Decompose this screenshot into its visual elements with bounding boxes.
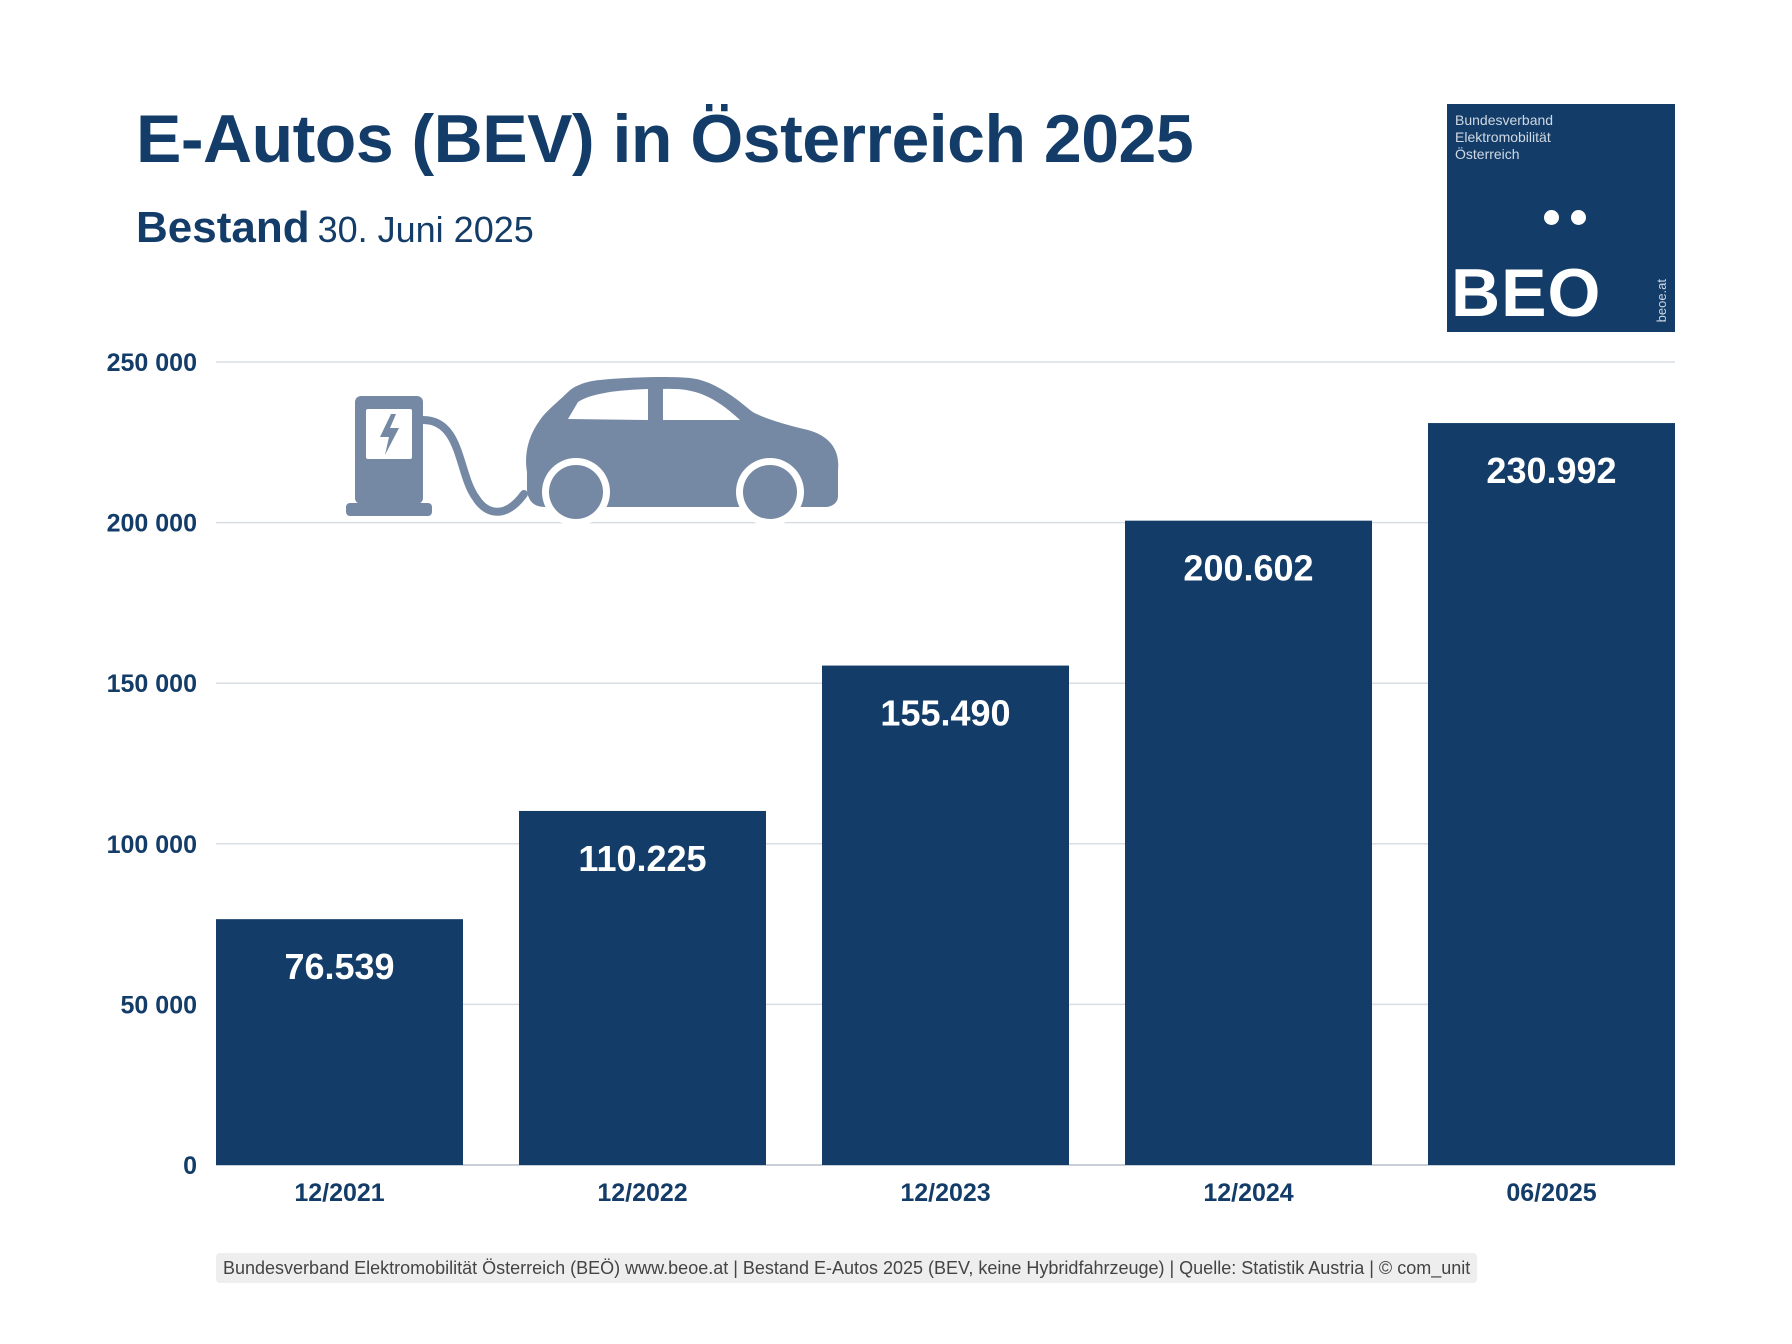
car-front-window [663, 388, 740, 420]
bar-12-2023 [822, 665, 1069, 1165]
logo-line-3: Österreich [1455, 146, 1520, 162]
footer-source: Bundesverband Elektromobilität Österreic… [216, 1253, 1478, 1283]
y-tick-label: 150 000 [107, 670, 197, 698]
charging-cable [419, 416, 528, 516]
x-axis: 12/2021 12/2022 12/2023 12/2024 06/2025 [294, 1179, 1596, 1207]
y-tick-label: 0 [183, 1152, 197, 1180]
data-labels: 76.539 110.225 155.490 200.602 230.992 [284, 450, 1616, 987]
car-front-wheel [743, 465, 797, 519]
logo-dot [1571, 210, 1586, 225]
bar-12-2024 [1125, 520, 1372, 1165]
car-rear-window [568, 389, 648, 420]
bar-12-2022 [519, 810, 766, 1165]
x-tick-label: 12/2022 [597, 1179, 687, 1207]
x-tick-label: 12/2024 [1203, 1179, 1293, 1207]
subtitle: Bestand 30. Juni 2025 [136, 203, 534, 253]
data-label: 200.602 [1183, 548, 1313, 589]
lightning-icon [380, 414, 399, 455]
logo-line-1: Bundesverband [1455, 112, 1554, 128]
logo-dot [1544, 210, 1559, 225]
bars [216, 423, 1675, 1165]
y-tick-label: 250 000 [107, 349, 197, 377]
x-tick-label: 12/2023 [900, 1179, 990, 1207]
x-tick-label: 12/2021 [294, 1179, 384, 1207]
y-tick-label: 50 000 [121, 991, 197, 1019]
data-label: 76.539 [284, 946, 394, 987]
bar-12-2021 [216, 919, 463, 1165]
y-tick-label: 200 000 [107, 510, 197, 538]
charger-base [346, 503, 432, 516]
page-title: E-Autos (BEV) in Österreich 2025 [136, 101, 1194, 177]
beo-logo: Bundesverband Elektromobilität Österreic… [1447, 104, 1675, 332]
ev-charger-icon [346, 396, 528, 516]
data-label: 155.490 [880, 693, 1010, 734]
logo-text: Bundesverband Elektromobilität Österreic… [1455, 112, 1553, 163]
logo-line-2: Elektromobilität [1455, 129, 1551, 145]
bar-06-2025 [1428, 423, 1675, 1165]
data-label: 110.225 [578, 838, 706, 879]
car-rear-wheel [549, 465, 603, 519]
y-tick-label: 100 000 [107, 831, 197, 859]
x-tick-label: 06/2025 [1506, 1179, 1596, 1207]
logo-wordmark: BEO [1451, 255, 1602, 331]
car-icon [526, 376, 839, 526]
subtitle-date: 30. Juni 2025 [317, 209, 534, 250]
data-label: 230.992 [1486, 450, 1616, 491]
subtitle-bold: Bestand [136, 203, 310, 252]
y-axis: 0 50 000 100 000 150 000 200 000 250 000 [107, 349, 197, 1180]
